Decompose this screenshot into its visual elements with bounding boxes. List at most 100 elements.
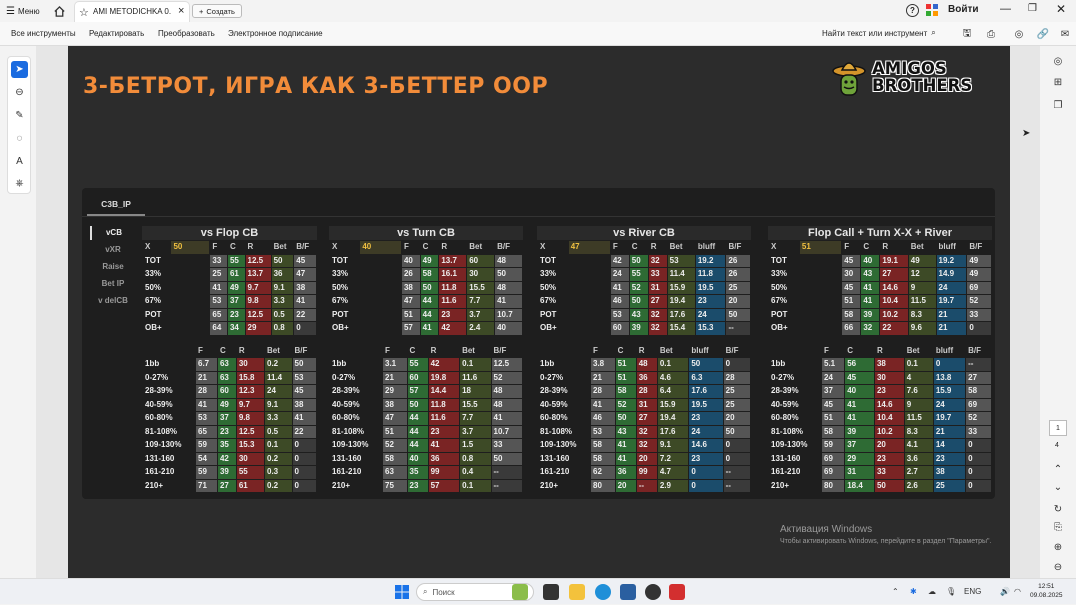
refresh-icon[interactable]: ↻ <box>1053 503 1063 515</box>
block-title: vs River CB <box>537 226 751 240</box>
link-icon[interactable]: 🔗 <box>1036 28 1050 40</box>
star-icon[interactable]: ☆ <box>79 7 89 19</box>
table-cell: 11.8 <box>428 398 460 411</box>
task-view-icon[interactable] <box>543 584 559 600</box>
acrobat-icon[interactable] <box>669 584 685 600</box>
signin-button[interactable]: Войти <box>948 4 979 15</box>
search-highlight-icon[interactable] <box>512 584 528 600</box>
row-label: OB+ <box>145 323 162 333</box>
find-tool-search[interactable]: Найти текст или инструмент ⌕ <box>822 28 936 38</box>
table-cell: 41 <box>491 412 522 425</box>
file-explorer-icon[interactable] <box>569 584 585 600</box>
comment-icon[interactable]: ◎ <box>1053 55 1063 67</box>
table-cell: 12.5 <box>245 308 271 321</box>
table-cell: 48 <box>491 385 522 398</box>
language-indicator[interactable]: ENG <box>964 587 982 596</box>
taskbar-search[interactable]: ⌕ Поиск <box>416 583 534 601</box>
table-cell: 0 <box>933 358 966 371</box>
mail-icon[interactable]: ✉ <box>1060 28 1070 40</box>
menu-all-tools[interactable]: Все инструменты <box>11 29 76 38</box>
row-label: POT <box>771 309 788 319</box>
table-row: POT 65 23 12.5 0.5 22 <box>143 308 316 321</box>
table-cell: 33 <box>491 439 522 452</box>
store-icon[interactable] <box>620 584 636 600</box>
table-cell: 49 <box>908 254 936 267</box>
table-cell: 49 <box>227 281 245 294</box>
table-cell: 25 <box>726 281 750 294</box>
table-cell: 9.1 <box>271 281 294 294</box>
table-cell: 34 <box>227 322 245 335</box>
side-tab-v-delcb[interactable]: v delCB <box>98 296 128 305</box>
zoom-out-icon[interactable]: ⊖ <box>1053 561 1063 573</box>
help-icon[interactable]: ? <box>906 4 919 17</box>
tray-chevron-icon[interactable]: ⌃ <box>892 587 899 596</box>
table-cell: 60 <box>217 385 236 398</box>
column-header: Bet <box>910 242 924 252</box>
chevron-up-icon[interactable]: ⌃ <box>1053 463 1063 475</box>
pen-icon[interactable]: ✎ <box>15 110 24 121</box>
text-box-icon[interactable]: A <box>16 156 23 167</box>
table-cell: 17.6 <box>689 385 723 398</box>
close-window-icon[interactable]: ✕ <box>1056 2 1067 16</box>
save-icon[interactable]: 🖫 <box>962 27 972 39</box>
ai-assistant-icon[interactable]: ◎ <box>1014 28 1024 40</box>
new-tab-button[interactable]: + Создать <box>192 4 242 18</box>
zoom-in-icon[interactable]: ⊕ <box>1053 541 1063 553</box>
mic-icon[interactable]: 🎙 <box>946 587 957 596</box>
pages-icon[interactable]: ❐ <box>1053 99 1063 111</box>
stat-block: vs River CB X 47 F C R Bet bluff B/F TOT 42 50 32 53 1… <box>537 226 751 493</box>
cloud-icon[interactable]: ☁ <box>928 587 936 596</box>
close-tab-icon[interactable]: × <box>178 5 185 17</box>
table-cell: 39 <box>845 425 874 438</box>
card-tab-c3b-ip[interactable]: C3B_IP <box>87 194 145 216</box>
bookmark-icon[interactable]: ⊞ <box>1053 76 1063 88</box>
table-cell: 55 <box>227 254 245 267</box>
table-cell: 8.3 <box>904 425 933 438</box>
search-icon: ⌕ <box>423 587 428 596</box>
side-tab-vxr[interactable]: vXR <box>105 245 121 254</box>
table-cell: 11.4 <box>667 268 695 281</box>
bluetooth-icon[interactable]: ✱ <box>910 587 917 596</box>
stamp-icon[interactable]: ⎈ <box>15 178 24 189</box>
home-icon[interactable] <box>53 4 67 18</box>
apps-grid-icon[interactable] <box>926 4 938 16</box>
document-viewport[interactable]: 3-БЕТРОТ, ИГРА КАК 3-БЕТТЕР OOP AMIGOS B… <box>36 46 1040 578</box>
table-cell: 51 <box>383 425 407 438</box>
clock[interactable]: 12:51 09.08.2025 <box>1030 582 1063 600</box>
zoom-tool-icon[interactable]: ⊖ <box>15 87 24 98</box>
table-cell: 24 <box>689 425 723 438</box>
table-row: 28-39% 28 60 12.3 24 45 <box>143 385 316 398</box>
table-cell: 26 <box>401 268 420 281</box>
select-cursor-icon[interactable]: ➤ <box>11 61 28 78</box>
table-cell: 38 <box>874 358 904 371</box>
table-cell: 58 <box>591 439 615 452</box>
table-cell: 59 <box>822 439 845 452</box>
document-tab[interactable]: ☆ AMI METODICHKA 0... × <box>74 1 190 22</box>
app-icon[interactable] <box>645 584 661 600</box>
volume-icon[interactable]: 🔊 <box>1000 587 1010 596</box>
edge-icon[interactable] <box>595 584 611 600</box>
current-page-field[interactable]: 1 <box>1049 420 1067 436</box>
side-tab-bet-ip[interactable]: Bet IP <box>101 279 125 288</box>
table-row: 50% 41 52 31 15.9 19.5 25 <box>538 281 750 294</box>
table-cell: 10.4 <box>880 295 908 308</box>
menu-button[interactable]: ☰ Меню <box>6 5 40 17</box>
side-tab-vcb[interactable]: vCB <box>90 226 136 240</box>
menu-e-sign[interactable]: Электронное подписание <box>228 29 323 38</box>
table-cell: 80 <box>822 479 845 492</box>
page-export-icon[interactable]: ⎘ <box>1054 521 1062 533</box>
chevron-down-icon[interactable]: ⌄ <box>1053 481 1063 493</box>
table-cell: 22 <box>880 322 908 335</box>
row-label: 0-27% <box>540 372 564 382</box>
wifi-icon[interactable]: ◠ <box>1014 587 1021 596</box>
lasso-icon[interactable]: ◌ <box>16 133 23 144</box>
print-icon[interactable]: ⎙ <box>987 28 995 40</box>
menu-edit[interactable]: Редактировать <box>89 29 145 38</box>
minimize-icon[interactable]: — <box>1000 3 1011 15</box>
restore-icon[interactable]: ❐ <box>1028 3 1037 14</box>
side-tab-raise[interactable]: Raise <box>102 262 124 271</box>
table-cell: 3.3 <box>271 295 294 308</box>
row-label: POT <box>540 309 557 319</box>
menu-convert[interactable]: Преобразовать <box>158 29 215 38</box>
windows-start-icon[interactable] <box>394 584 410 600</box>
